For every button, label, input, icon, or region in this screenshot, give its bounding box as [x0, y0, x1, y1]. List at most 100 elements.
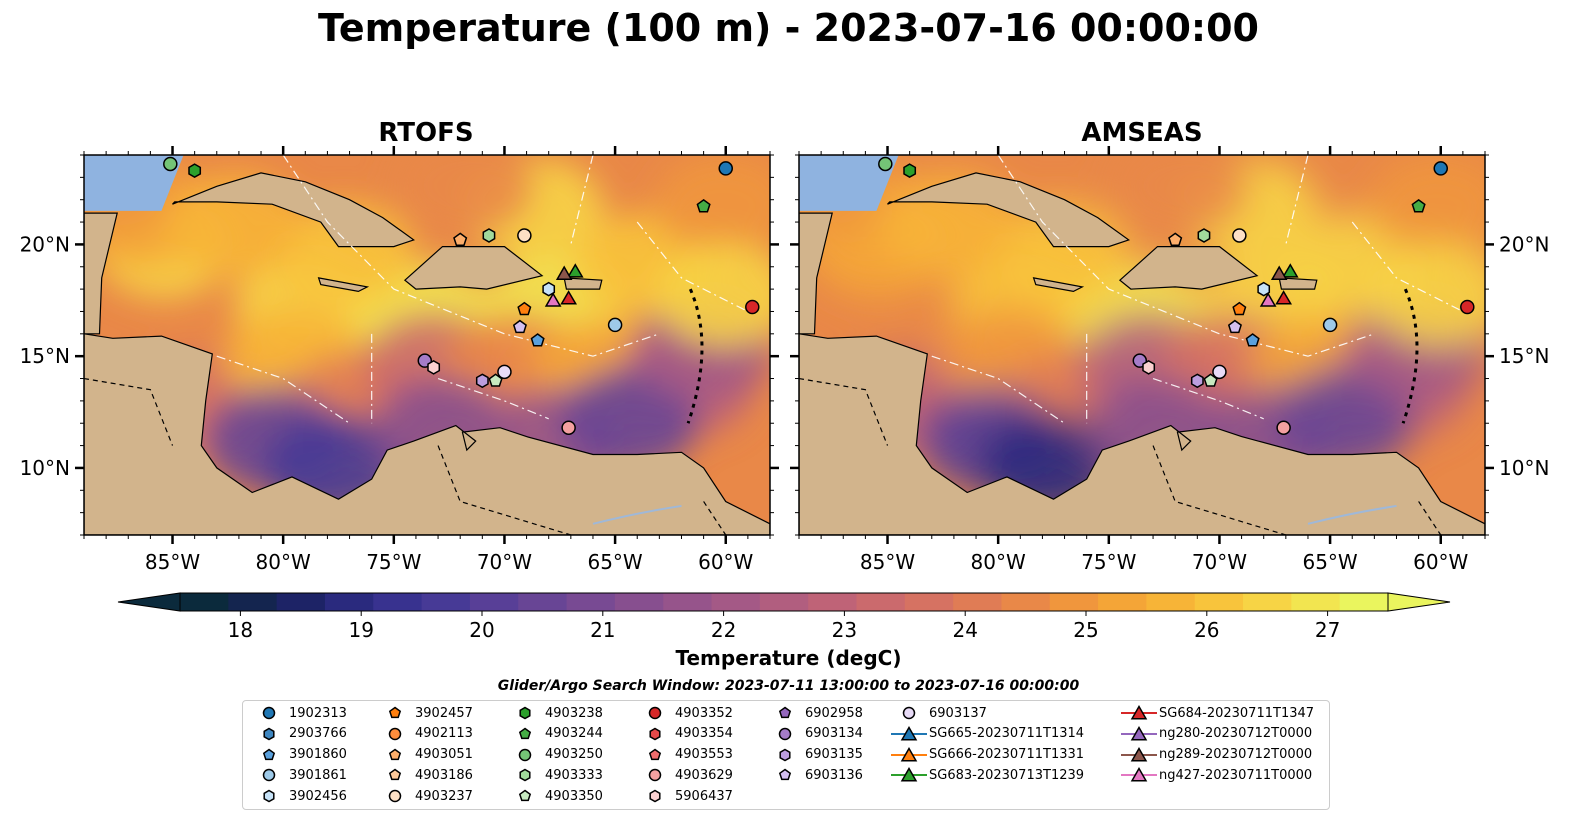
- legend-label: 3901861: [289, 767, 347, 783]
- colorbar-segment: [1098, 593, 1147, 611]
- land-mass: [84, 333, 770, 535]
- x-tick-label: 75°W: [1081, 550, 1136, 574]
- data-marker: [1259, 292, 1277, 307]
- legend-marker-icon: [1119, 745, 1159, 765]
- colorbar-tick-label: 26: [1194, 618, 1219, 642]
- legend-marker-icon: [375, 724, 415, 744]
- legend-item: 4903186: [375, 765, 473, 785]
- data-marker: [1411, 198, 1426, 213]
- colorbar-segment: [1243, 593, 1292, 611]
- legend-label: 4903553: [675, 747, 733, 763]
- data-marker: [1257, 281, 1271, 297]
- data-marker: [163, 156, 178, 172]
- land-mass: [84, 212, 118, 335]
- legend-label: 4903333: [545, 767, 603, 783]
- legend-label: 4902113: [415, 726, 473, 742]
- x-tick-label: 65°W: [587, 550, 642, 574]
- colorbar-segment: [614, 593, 664, 611]
- data-marker: [1245, 333, 1260, 347]
- land-mass: [403, 246, 544, 290]
- land-mass: [317, 277, 370, 293]
- data-marker: [427, 360, 441, 375]
- legend-label: 3902456: [289, 788, 347, 804]
- lesser-antilles: [686, 288, 704, 424]
- x-tick-label: 70°W: [1192, 550, 1247, 574]
- legend-label: 2903766: [289, 726, 347, 742]
- eez-boundary: [282, 155, 660, 357]
- data-marker: [482, 228, 496, 243]
- colorbar-segment: [373, 593, 423, 611]
- country-border: [1418, 501, 1442, 535]
- colorbar-segment: [324, 593, 374, 611]
- x-tick-label: 65°W: [1302, 550, 1357, 574]
- colorbar-tick-label: 22: [711, 618, 736, 642]
- legend-item: SG666-20230711T1331: [889, 745, 1084, 765]
- panel-title-amseas: AMSEAS: [1081, 118, 1203, 148]
- data-marker: [517, 228, 532, 243]
- legend-marker-icon: [249, 703, 289, 723]
- legend-marker-icon: [889, 765, 929, 785]
- legend-marker-icon: [249, 724, 289, 744]
- data-marker: [566, 263, 584, 278]
- colorbar-segment: [1339, 593, 1389, 611]
- colorbar-tick-label: 24: [952, 618, 977, 642]
- legend-item: 6903137: [889, 703, 987, 723]
- legend-label: 4903051: [415, 747, 473, 763]
- country-border: [1152, 445, 1287, 535]
- colorbar-tick-label: 25: [1073, 618, 1098, 642]
- map-frame: [83, 154, 771, 536]
- legend-marker-icon: [635, 745, 675, 765]
- eez-boundary: [636, 221, 749, 313]
- temperature-patch: [559, 368, 699, 472]
- colorbar-segment: [1146, 593, 1196, 611]
- legend-item: 4903237: [375, 786, 473, 806]
- lesser-antilles: [1401, 288, 1419, 424]
- x-tick-label: 80°W: [256, 550, 311, 574]
- legend-label: 4903352: [675, 705, 733, 721]
- colorbar-segment: [808, 593, 858, 611]
- legend-marker-icon: [375, 786, 415, 806]
- eez-boundary: [216, 355, 350, 424]
- legend-item: ng427-20230711T0000: [1119, 765, 1312, 785]
- legend-label: 4903237: [415, 788, 473, 804]
- map-panel-rtofs: 85°W 80°W 75°W 70°W 65°W 60°W 10°N 15°N 20°N: [20, 146, 779, 574]
- search-window-caption: Glider/Argo Search Window: 2023-07-11 13…: [497, 678, 1080, 694]
- x-tick-label: 85°W: [145, 550, 200, 574]
- legend-label: 4903250: [545, 747, 603, 763]
- data-marker: [718, 161, 733, 176]
- temperature-patch: [654, 155, 770, 257]
- legend-marker-icon: [375, 745, 415, 765]
- temperature-patch: [654, 243, 770, 347]
- legend-marker-icon: [249, 765, 289, 785]
- y-tick-label: 10°N: [1499, 456, 1549, 480]
- colorbar-segment: [1194, 593, 1244, 611]
- data-marker: [1460, 299, 1475, 315]
- shelf-water: [84, 155, 184, 211]
- colorbar-tick-label: 27: [1315, 618, 1340, 642]
- x-tick-label: 70°W: [477, 550, 532, 574]
- data-marker: [607, 317, 623, 333]
- data-marker: [1322, 317, 1338, 333]
- y-tick-label: 10°N: [20, 456, 70, 480]
- eez-boundary: [931, 355, 1065, 424]
- colorbar-label: Temperature (degC): [675, 646, 902, 670]
- data-marker: [1275, 290, 1293, 305]
- legend-item: ng289-20230712T0000: [1119, 745, 1312, 765]
- legend-marker-icon: [635, 703, 675, 723]
- legend-marker-icon: [635, 786, 675, 806]
- river: [592, 504, 682, 525]
- colorbar-segment: [904, 593, 954, 611]
- x-tick-label: 60°W: [698, 550, 753, 574]
- legend-item: 4903354: [635, 724, 733, 744]
- land-mass: [172, 172, 415, 248]
- eez-boundary: [1285, 155, 1309, 245]
- legend-label: 6903134: [805, 726, 863, 742]
- land-mass: [799, 333, 1485, 535]
- eez-boundary: [437, 377, 549, 420]
- legend-marker-icon: [505, 703, 545, 723]
- shelf-water: [799, 155, 899, 211]
- data-marker: [544, 292, 562, 307]
- land-mass: [1032, 277, 1085, 293]
- legend-item: 4903629: [635, 765, 733, 785]
